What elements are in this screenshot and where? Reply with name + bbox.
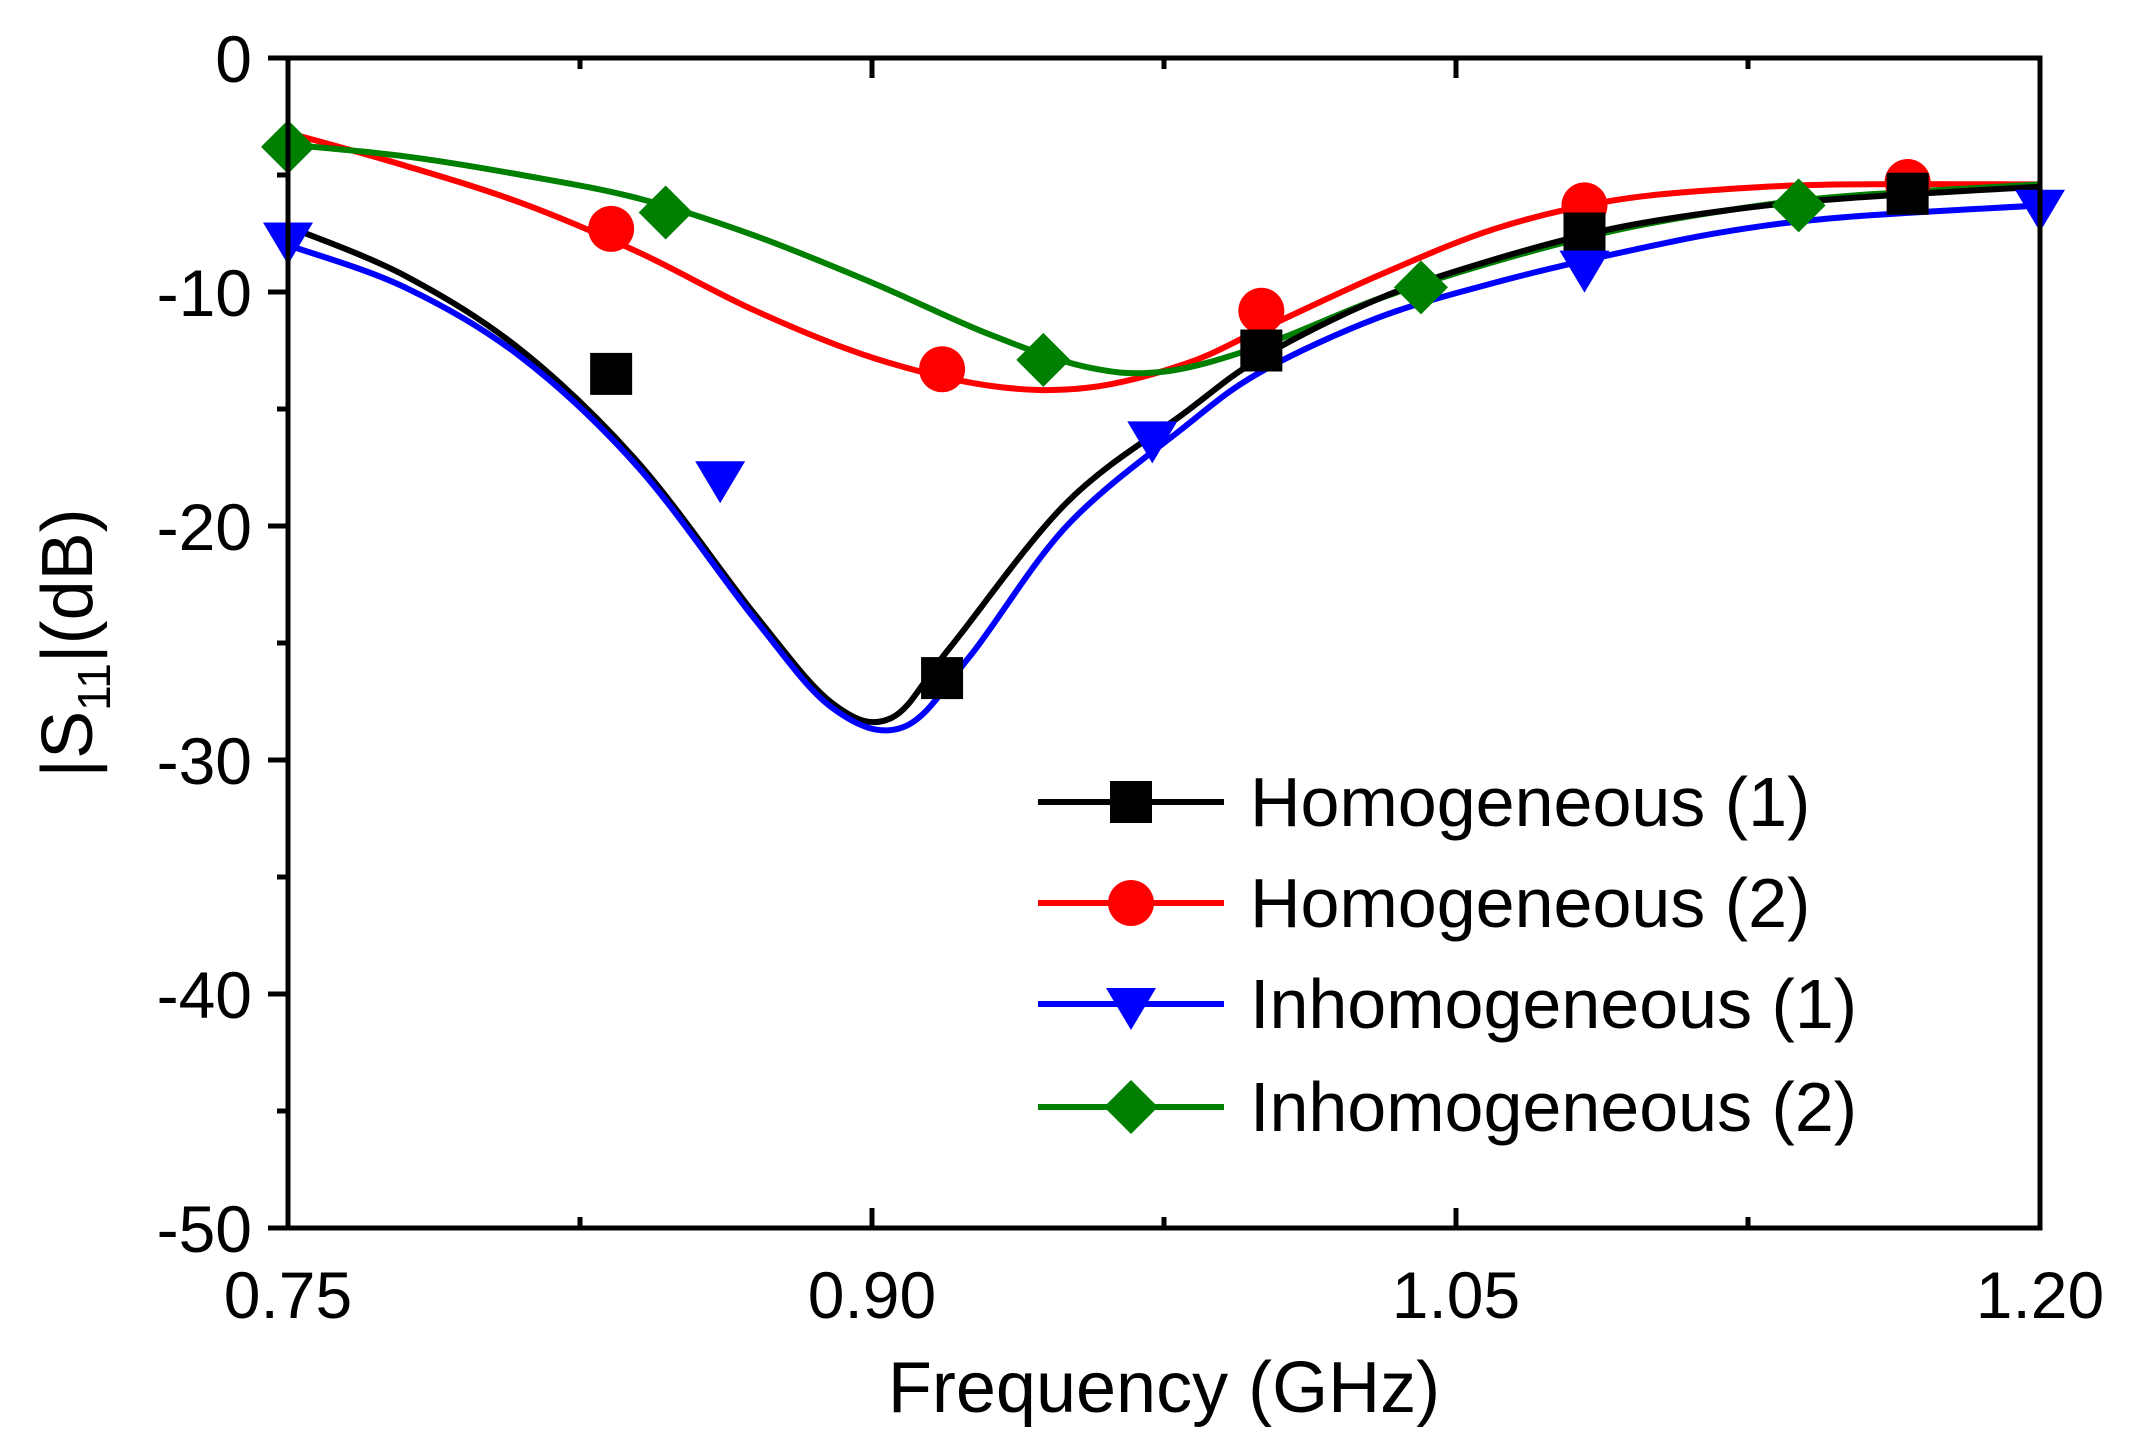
marker-diamond: [1016, 332, 1071, 387]
legend-label-inhomogeneous-1: Inhomogeneous (1): [1250, 965, 1857, 1043]
series-curves: [286, 130, 2041, 734]
legend-label-homogeneous-2: Homogeneous (2): [1250, 864, 1810, 942]
series-line-homogeneous-1: [286, 183, 2041, 726]
plot-frame: [285, 55, 2043, 1231]
y-tick-label: 0: [215, 22, 252, 96]
y-tick-label: -30: [157, 724, 252, 798]
marker-diamond: [1771, 178, 1826, 233]
series-line-inhomogeneous-1: [286, 202, 2041, 734]
x-axis-title: Frequency (GHz): [888, 1348, 1440, 1428]
axis-tick-labels: 0.75 0.90 1.05 1.20 0 -10 -20 -30 -40 -50: [157, 22, 2105, 1332]
marker-square: [921, 657, 964, 700]
marker-triangle-down: [1559, 250, 1610, 293]
y-axis-title: |S11|(dB): [28, 508, 120, 777]
legend-entry-homogeneous-1: Homogeneous (1): [1038, 763, 1810, 841]
x-tick-label: 0.75: [224, 1258, 352, 1332]
y-axis-title-suffix: |(dB): [28, 508, 108, 663]
axis-ticks: [268, 55, 2043, 1231]
legend-label-inhomogeneous-2: Inhomogeneous (2): [1250, 1068, 1857, 1146]
marker-circle: [588, 205, 635, 252]
legend-entry-homogeneous-2: Homogeneous (2): [1038, 864, 1810, 942]
marker-circle: [919, 346, 966, 393]
x-tick-label: 0.90: [808, 1258, 936, 1332]
marker-triangle-down: [695, 461, 746, 504]
marker-circle: [1238, 287, 1285, 334]
marker-square: [1886, 172, 1929, 215]
legend: Homogeneous (1) Homogeneous (2) Inhomoge…: [1038, 763, 1857, 1146]
marker-triangle-down: [1127, 421, 1178, 464]
legend-entry-inhomogeneous-1: Inhomogeneous (1): [1038, 965, 1857, 1043]
y-tick-label: -50: [157, 1192, 252, 1266]
y-tick-label: -10: [157, 256, 252, 330]
x-tick-label: 1.05: [1392, 1258, 1520, 1332]
legend-marker-diamond: [1104, 1080, 1158, 1134]
legend-marker-triangle-down: [1106, 988, 1156, 1030]
marker-square: [1563, 212, 1606, 255]
marker-square: [1240, 329, 1283, 372]
y-axis-title-prefix: |S: [28, 711, 108, 778]
marker-diamond: [1393, 260, 1448, 315]
x-tick-label: 1.20: [1976, 1258, 2104, 1332]
legend-marker-square: [1110, 781, 1152, 823]
y-axis-title-subscript: 11: [68, 663, 120, 711]
legend-marker-circle: [1108, 880, 1154, 926]
legend-label-homogeneous-1: Homogeneous (1): [1250, 763, 1810, 841]
legend-entry-inhomogeneous-2: Inhomogeneous (2): [1038, 1068, 1857, 1146]
series-line-inhomogeneous-2: [287, 141, 2041, 377]
series-line-homogeneous-2: [287, 130, 2041, 394]
y-tick-label: -40: [157, 958, 252, 1032]
marker-square: [590, 352, 633, 395]
marker-diamond: [638, 185, 693, 240]
y-tick-label: -20: [157, 490, 252, 564]
